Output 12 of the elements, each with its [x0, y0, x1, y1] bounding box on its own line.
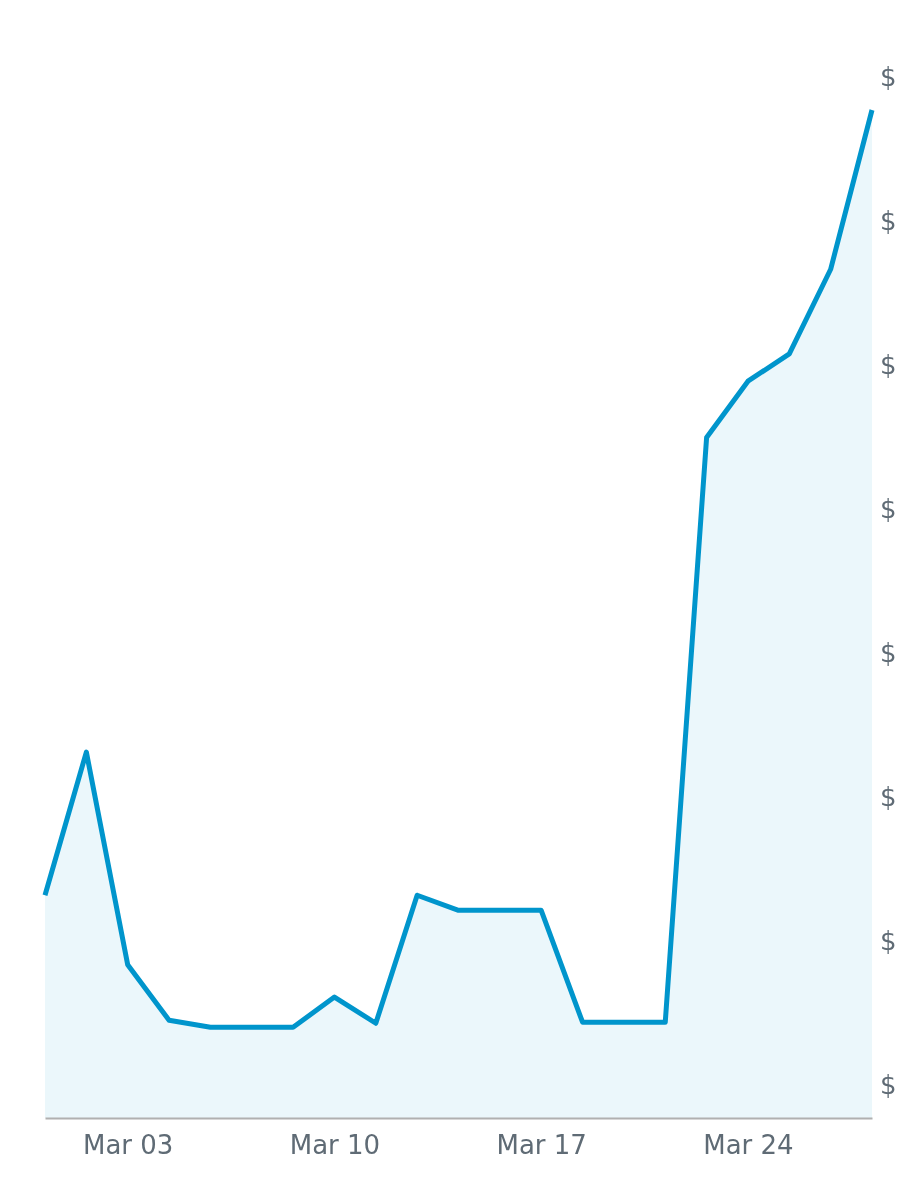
x-tick-label: Mar 24: [703, 1130, 794, 1161]
text: $: [880, 782, 897, 813]
x-tick-label: Mar 17: [496, 1130, 587, 1161]
text: $: [880, 494, 897, 525]
text: $: [880, 206, 897, 237]
x-tick-label: Mar 10: [289, 1130, 381, 1161]
text: $: [880, 638, 897, 669]
text: $: [880, 350, 897, 381]
x-tick-label: Mar 03: [83, 1130, 174, 1161]
text: $: [880, 1070, 897, 1101]
text: $: [880, 62, 897, 93]
text: $: [880, 926, 897, 957]
